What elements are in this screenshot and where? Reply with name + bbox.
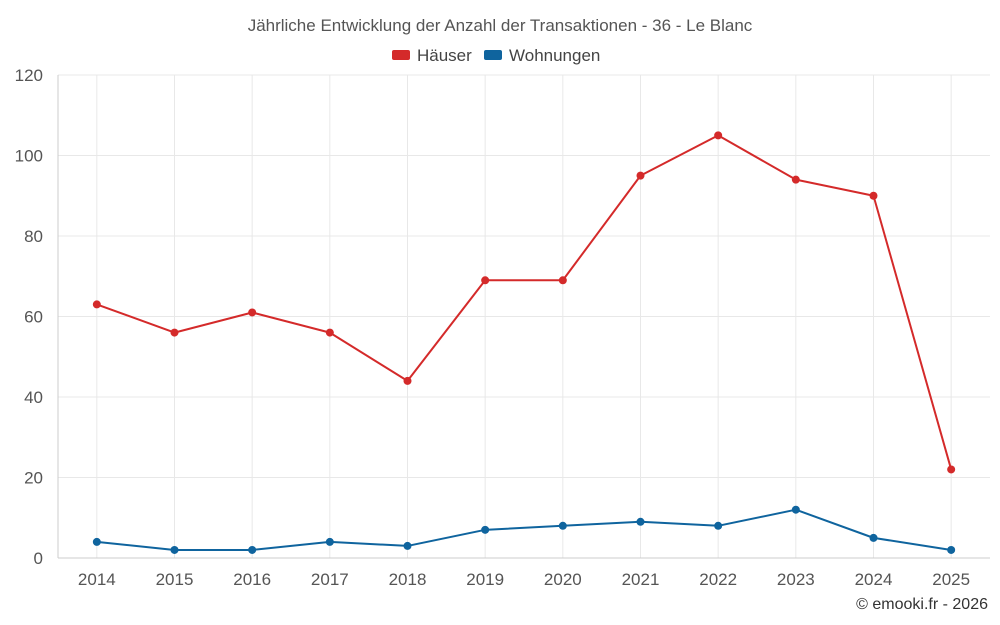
data-point-haeuser-2020[interactable] — [558, 276, 567, 285]
y-tick-label-100: 100 — [15, 147, 43, 166]
legend-item-haeuser[interactable]: Häuser — [392, 46, 472, 65]
data-point-haeuser-2022[interactable] — [714, 131, 723, 140]
data-point-haeuser-2023[interactable] — [791, 175, 800, 184]
data-point-haeuser-2017[interactable] — [325, 328, 334, 337]
series-layer — [92, 131, 956, 554]
data-point-haeuser-2014[interactable] — [92, 300, 101, 309]
legend-label-wohnungen: Wohnungen — [509, 46, 600, 65]
data-point-wohnungen-2018[interactable] — [403, 541, 412, 550]
data-point-haeuser-2018[interactable] — [403, 376, 412, 385]
x-tick-label-2020: 2020 — [544, 570, 582, 589]
data-point-wohnungen-2024[interactable] — [869, 533, 878, 542]
x-tick-label-2016: 2016 — [233, 570, 271, 589]
y-tick-label-80: 80 — [24, 227, 43, 246]
x-tick-label-2023: 2023 — [777, 570, 815, 589]
data-point-wohnungen-2023[interactable] — [791, 505, 800, 514]
x-tick-label-2014: 2014 — [78, 570, 116, 589]
data-point-haeuser-2024[interactable] — [869, 191, 878, 200]
legend-swatch-haeuser — [392, 50, 410, 60]
grid-layer — [58, 74, 990, 558]
chart-title: Jährliche Entwicklung der Anzahl der Tra… — [248, 16, 753, 35]
x-tick-label-2018: 2018 — [389, 570, 427, 589]
y-tick-label-120: 120 — [15, 66, 43, 85]
axis-layer: 0 20 40 60 80 100 120 2014 2015 2016 2017 2018 2019 2… — [15, 66, 990, 589]
series-line-wohnungen — [96, 508, 952, 551]
data-point-wohnungen-2015[interactable] — [170, 545, 179, 554]
x-tick-label-2019: 2019 — [466, 570, 504, 589]
x-tick-label-2022: 2022 — [699, 570, 737, 589]
data-point-haeuser-2015[interactable] — [170, 328, 179, 337]
series-line-haeuser — [96, 134, 953, 470]
legend-swatch-wohnungen — [484, 50, 502, 60]
y-tick-label-60: 60 — [24, 308, 43, 327]
data-point-wohnungen-2019[interactable] — [481, 525, 490, 534]
x-tick-label-2015: 2015 — [156, 570, 194, 589]
x-tick-label-2017: 2017 — [311, 570, 349, 589]
data-point-haeuser-2025[interactable] — [947, 465, 956, 474]
legend-label-haeuser: Häuser — [417, 46, 472, 65]
legend-item-wohnungen[interactable]: Wohnungen — [484, 46, 600, 65]
x-tick-label-2024: 2024 — [855, 570, 893, 589]
data-point-wohnungen-2017[interactable] — [325, 537, 334, 546]
data-point-wohnungen-2025[interactable] — [947, 545, 956, 554]
data-point-wohnungen-2016[interactable] — [248, 545, 257, 554]
data-point-haeuser-2019[interactable] — [481, 276, 490, 285]
y-tick-label-20: 20 — [24, 469, 43, 488]
data-point-haeuser-2016[interactable] — [248, 308, 257, 317]
legend: Häuser Wohnungen — [392, 46, 600, 65]
data-point-wohnungen-2020[interactable] — [558, 521, 567, 530]
data-point-wohnungen-2022[interactable] — [714, 521, 723, 530]
credit-text: © emooki.fr - 2026 — [856, 596, 988, 613]
data-point-wohnungen-2021[interactable] — [636, 517, 645, 526]
data-point-wohnungen-2014[interactable] — [92, 537, 101, 546]
y-tick-label-0: 0 — [34, 549, 43, 568]
data-point-haeuser-2021[interactable] — [636, 171, 645, 180]
y-tick-label-40: 40 — [24, 388, 43, 407]
x-tick-label-2025: 2025 — [932, 570, 970, 589]
x-tick-label-2021: 2021 — [622, 570, 660, 589]
